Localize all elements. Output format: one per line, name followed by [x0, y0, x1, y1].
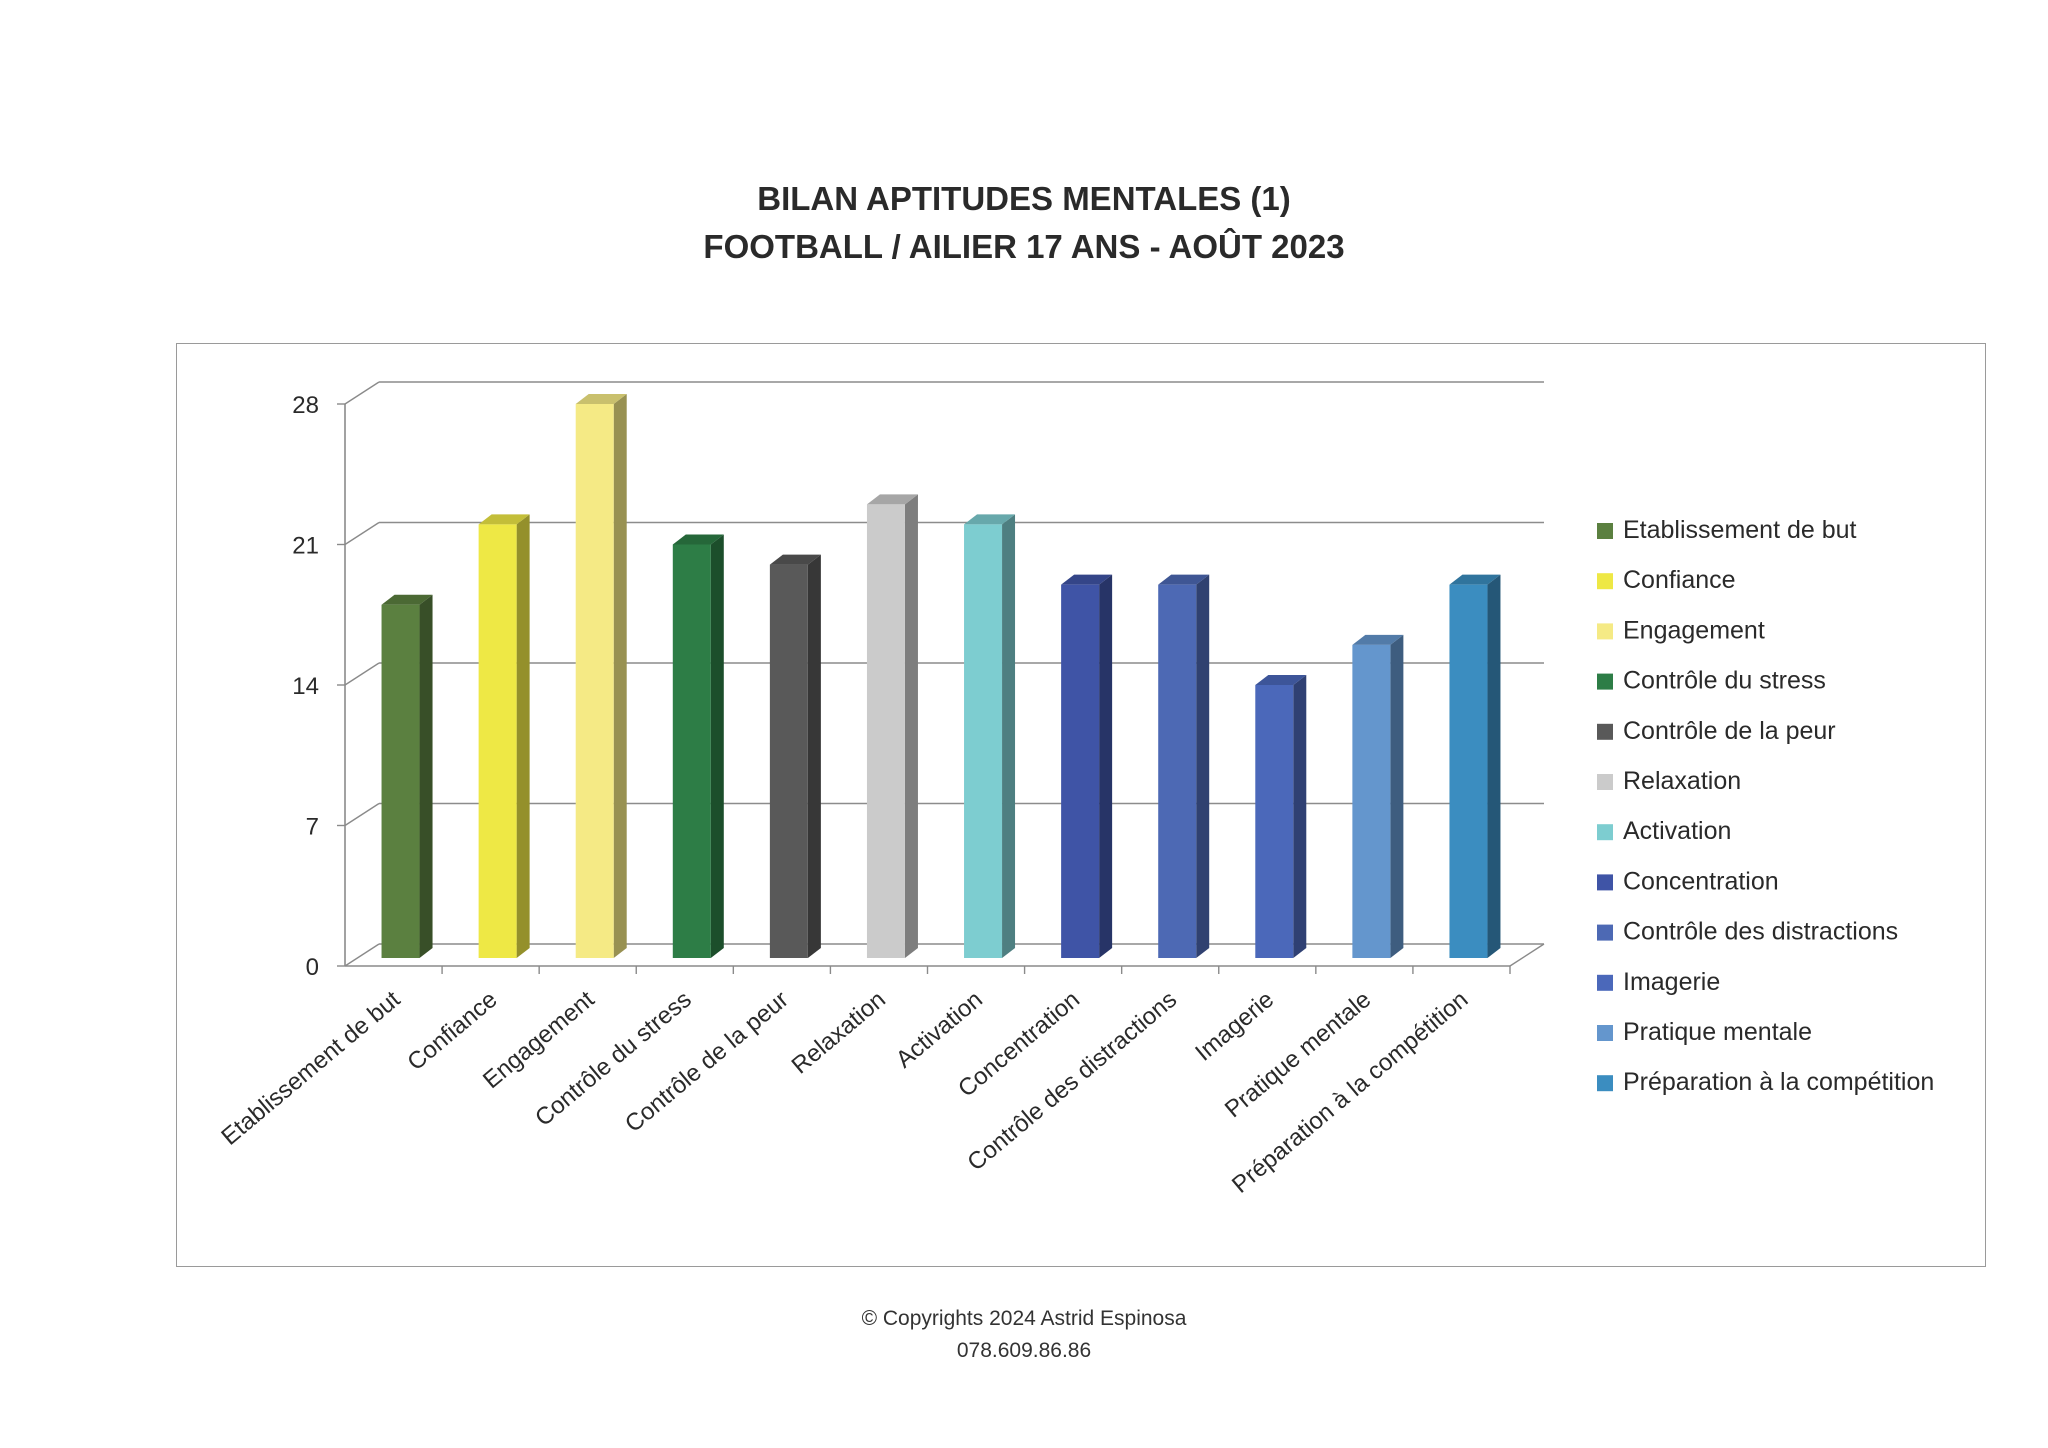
bar-side — [1487, 574, 1501, 958]
legend-swatch — [1597, 573, 1613, 590]
legend-swatch — [1597, 1075, 1613, 1092]
bar-top — [1352, 634, 1404, 645]
legend-label: Contrôle du stress — [1623, 667, 1826, 695]
bar — [1255, 685, 1294, 958]
bar — [1061, 584, 1100, 958]
legend-label: Engagement — [1623, 616, 1765, 644]
bar — [575, 404, 614, 958]
legend-label: Pratique mentale — [1623, 1018, 1812, 1046]
x-tick-label: Etablissement de but — [216, 986, 405, 1151]
gridline-connector — [344, 662, 380, 686]
legend-label: Imagerie — [1623, 968, 1720, 996]
copyright-text: © Copyrights 2024 Astrid Espinosa — [861, 1307, 1187, 1330]
bar — [769, 564, 808, 958]
legend-swatch — [1597, 924, 1613, 941]
legend-label: Relaxation — [1623, 767, 1741, 795]
bar-side — [516, 514, 530, 958]
legend-swatch — [1597, 1025, 1613, 1041]
chart-area: 0 7 14 21 28 Etablissement de but Confiance Eng… — [176, 343, 1986, 1267]
bar-top — [575, 394, 627, 404]
bar-side — [1099, 574, 1113, 958]
legend-swatch — [1597, 723, 1613, 740]
gridline-connector — [344, 943, 380, 967]
legend-label: Contrôle de la peur — [1623, 717, 1836, 745]
legend-label: Concentration — [1623, 867, 1779, 895]
bar-side — [807, 554, 821, 958]
phone-number: 078.609.86.86 — [956, 1339, 1092, 1362]
legend-label: Etablissement de but — [1623, 516, 1857, 544]
bar — [478, 524, 517, 958]
bar-side — [1293, 675, 1307, 958]
bar-top — [866, 494, 918, 505]
legend-swatch — [1597, 673, 1613, 690]
bar-top — [769, 554, 821, 565]
bar-top — [964, 514, 1016, 525]
bar — [1449, 584, 1488, 958]
bar — [866, 504, 905, 958]
legend-label: Contrôle des distractions — [1623, 918, 1898, 946]
bar-top — [381, 594, 433, 605]
y-tick-label: 21 — [292, 533, 319, 560]
bar-top — [1158, 574, 1210, 585]
y-tick-label: 28 — [292, 392, 319, 419]
bar-side — [419, 594, 433, 958]
legend-label: Préparation à la compétition — [1623, 1068, 1934, 1096]
bar-top — [1061, 574, 1113, 585]
legend-swatch — [1597, 874, 1613, 891]
legend-label: Confiance — [1623, 566, 1736, 594]
bar — [1158, 584, 1197, 958]
floor-edge — [1509, 943, 1545, 967]
bar — [1352, 644, 1391, 958]
bar-side — [904, 494, 918, 958]
y-tick-label: 7 — [306, 814, 319, 841]
bar-top — [1255, 675, 1307, 685]
y-tick-label: 14 — [292, 673, 319, 700]
legend-label: Activation — [1623, 817, 1731, 845]
legend-swatch — [1597, 974, 1613, 991]
gridline-connector — [344, 381, 380, 405]
bar-side — [613, 394, 627, 958]
gridline-connector — [344, 802, 380, 827]
bar-top — [672, 534, 724, 545]
bar — [964, 524, 1003, 958]
bar-side — [710, 534, 724, 958]
bar-side — [1390, 634, 1404, 958]
x-tick-label: Relaxation — [787, 986, 891, 1080]
chart-title-line-2: FOOTBALL / AILIER 17 ANS - AOÛT 2023 — [703, 228, 1345, 265]
bar — [672, 544, 711, 958]
x-tick-label: Imagerie — [1190, 986, 1279, 1067]
legend-swatch — [1597, 824, 1613, 841]
bar-side — [1196, 574, 1210, 958]
x-tick-label: Confiance — [402, 986, 502, 1076]
legend-swatch — [1597, 623, 1613, 640]
bar-top — [1449, 574, 1501, 585]
gridline-connector — [344, 521, 380, 546]
y-tick-label: 0 — [306, 954, 319, 981]
x-tick-label: Contrôle de la peur — [620, 986, 794, 1138]
bar-top — [478, 514, 530, 525]
legend-swatch — [1597, 774, 1613, 790]
bar-side — [1002, 514, 1016, 958]
legend-swatch — [1597, 523, 1613, 539]
bar — [381, 604, 420, 958]
x-tick-label: Activation — [891, 986, 988, 1074]
chart-title-line-1: BILAN APTITUDES MENTALES (1) — [757, 180, 1291, 217]
